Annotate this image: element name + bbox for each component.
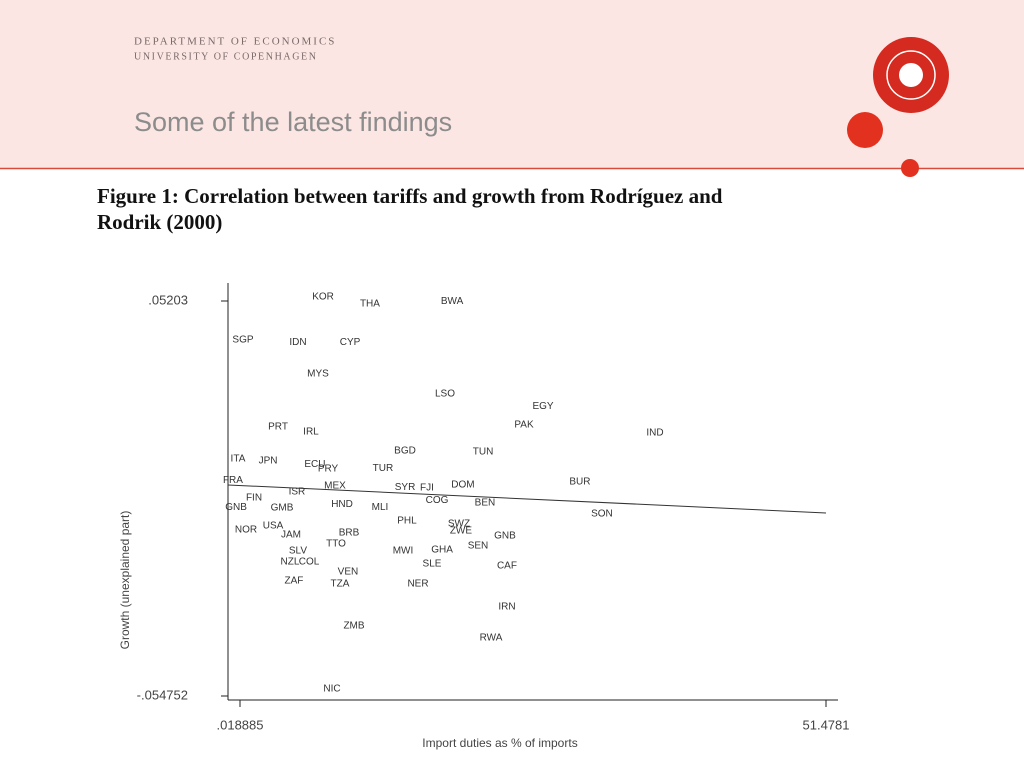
- country-point: GMB: [271, 503, 294, 514]
- country-point: BUR: [569, 477, 590, 488]
- country-point: NZL: [281, 557, 300, 568]
- country-point: BRB: [339, 528, 360, 539]
- logo-globe: [899, 63, 923, 87]
- country-point: SGP: [232, 335, 253, 346]
- country-point: IRL: [303, 427, 319, 438]
- country-point: GNB: [494, 531, 516, 542]
- country-point: ZAF: [285, 575, 304, 586]
- country-point: PAK: [514, 420, 534, 431]
- country-point: RWA: [480, 633, 503, 644]
- country-point: SEN: [468, 541, 489, 552]
- country-point: ECU: [304, 459, 325, 470]
- country-point: BGD: [394, 446, 416, 457]
- figure-caption: Figure 1: Correlation between tariffs an…: [97, 184, 723, 208]
- country-point: PRT: [268, 422, 288, 433]
- fit-line: [228, 484, 827, 514]
- country-point: ZMB: [343, 621, 364, 632]
- y-axis-label: Growth (unexplained part): [118, 511, 132, 650]
- country-point: CYP: [340, 337, 361, 348]
- department: DEPARTMENT OF ECONOMICS: [134, 36, 336, 48]
- x-axis-label: Import duties as % of imports: [422, 736, 577, 750]
- country-point: COL: [299, 557, 320, 568]
- slide-title: Some of the latest findings: [134, 107, 452, 137]
- country-point: JAM: [281, 530, 301, 541]
- country-point: COG: [426, 495, 449, 506]
- country-point: SYR: [395, 482, 416, 493]
- country-point: MWI: [393, 545, 414, 556]
- decor-dot: [847, 112, 883, 148]
- country-point: GHA: [431, 545, 453, 556]
- decor-dot: [901, 159, 919, 177]
- country-point: MYS: [307, 369, 329, 380]
- country-point: TTO: [326, 538, 346, 549]
- country-point: TUR: [373, 463, 394, 474]
- country-point: NOR: [235, 525, 257, 536]
- country-point: ITA: [231, 454, 246, 465]
- y-tick-label: -.054752: [137, 687, 188, 702]
- country-point: TZA: [331, 579, 350, 590]
- country-point: JPN: [259, 456, 278, 467]
- country-point: IND: [646, 427, 663, 438]
- country-point: CAF: [497, 561, 517, 572]
- country-point: TUN: [473, 447, 494, 458]
- country-point: SLE: [423, 558, 442, 569]
- figure-caption: Rodrik (2000): [97, 210, 222, 234]
- country-point: NIC: [323, 683, 340, 694]
- y-tick-label: .05203: [148, 292, 188, 307]
- country-point: USA: [263, 521, 284, 532]
- country-point: PHL: [397, 515, 417, 526]
- logo-ring: [886, 50, 936, 100]
- country-point: SWZ: [448, 518, 470, 529]
- x-tick-label: .018885: [217, 717, 264, 732]
- country-point: PRY: [318, 464, 339, 475]
- country-point: SON: [591, 508, 613, 519]
- university: UNIVERSITY OF COPENHAGEN: [134, 51, 318, 62]
- country-point: SLV: [289, 545, 307, 556]
- country-point: ZWE: [450, 525, 473, 536]
- country-point: BEN: [475, 498, 496, 509]
- country-point: ISR: [289, 487, 306, 498]
- country-point: DOM: [451, 480, 474, 491]
- country-point: KOR: [312, 292, 334, 303]
- country-point: VEN: [338, 567, 359, 578]
- country-point: EGY: [532, 401, 553, 412]
- country-point: FRA: [223, 475, 243, 486]
- country-point: MEX: [324, 481, 346, 492]
- country-point: MLI: [372, 502, 389, 513]
- x-tick-label: 51.4781: [803, 717, 850, 732]
- country-point: BWA: [441, 296, 464, 307]
- country-point: NER: [407, 579, 428, 590]
- country-point: FIN: [246, 493, 262, 504]
- country-point: GNB: [225, 502, 247, 513]
- country-point: THA: [360, 299, 380, 310]
- country-point: FJI: [420, 483, 434, 494]
- country-point: HND: [331, 499, 353, 510]
- country-point: IDN: [289, 337, 306, 348]
- country-point: LSO: [435, 389, 455, 400]
- country-point: IRN: [498, 602, 515, 613]
